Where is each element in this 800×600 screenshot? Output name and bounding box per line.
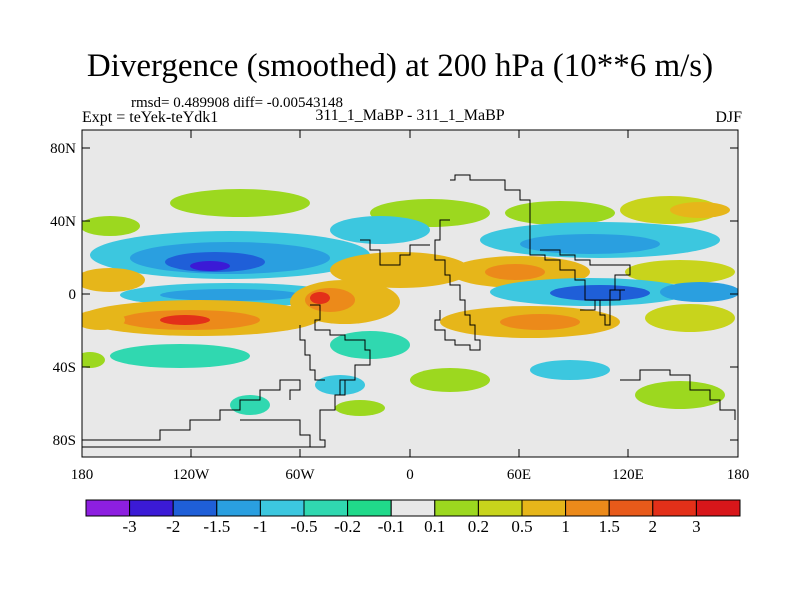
colorbar-label: -1 (253, 517, 268, 536)
colorbar-label: -0.2 (334, 517, 362, 536)
lat-label-40n: 40N (50, 214, 76, 230)
lon-label-180w: 180 (71, 467, 94, 483)
americas-outline (82, 304, 371, 448)
lon-label-60e: 60E (507, 467, 531, 483)
colorbar-swatch (521, 499, 567, 517)
stats-text: rmsd= 0.489908 diff= -0.00543148 (131, 95, 344, 111)
field-blob (110, 344, 250, 368)
north-america-outline (360, 239, 430, 266)
field-blob (310, 292, 330, 304)
comparison-label: 311_1_MaBP - 311_1_MaBP (315, 107, 505, 124)
field-blob (530, 360, 610, 380)
field-blob (520, 234, 660, 254)
colorbar-swatch (303, 499, 349, 517)
colorbar-swatch (259, 499, 305, 517)
colorbar-swatch (434, 499, 479, 517)
field-blob (635, 381, 725, 409)
colorbar-swatch (565, 499, 610, 517)
field-blob (330, 331, 410, 359)
antarctic-coast-outline (82, 379, 301, 441)
south-america-outline (335, 379, 345, 396)
field-blob (670, 202, 730, 218)
colorbar-swatch (390, 499, 436, 517)
field-blob (625, 260, 735, 284)
lon-label-180e: 180 (727, 467, 750, 483)
field-blob (485, 264, 545, 280)
field-blob (190, 261, 230, 271)
field-blob (550, 285, 650, 301)
field-blob (505, 201, 615, 225)
colorbar-swatch (652, 499, 697, 517)
lat-labels: 80N 40N 0 40S 80S (50, 141, 76, 449)
africa-europe-outline (450, 174, 631, 326)
colorbar-label: 0.1 (424, 517, 446, 536)
field-blob (500, 314, 580, 330)
experiment-label: Expt = teYek-teYdk1 (82, 109, 219, 126)
colorbar-label: -3 (122, 517, 137, 536)
colorbar-label: 2 (648, 517, 658, 536)
colorbar-label: 0.5 (511, 517, 533, 536)
field-blob (82, 268, 145, 292)
colorbar-swatch (477, 499, 523, 517)
field-blob (330, 252, 470, 288)
season-label: DJF (715, 109, 742, 126)
lon-label-0: 0 (406, 467, 414, 483)
lon-label-120e: 120E (612, 467, 644, 483)
colorbar-label: 1 (561, 517, 570, 536)
lat-label-80n: 80N (50, 141, 76, 157)
colorbar (85, 499, 741, 517)
africa-outline (434, 219, 481, 351)
field-blob (82, 310, 125, 330)
colorbar-label: -0.5 (290, 517, 318, 536)
central-america-outline (299, 325, 325, 381)
colorbar-swatch (347, 499, 392, 517)
colorbar-swatch (695, 499, 741, 517)
field-blob (160, 289, 300, 301)
field-blob (82, 216, 140, 236)
colorbar-swatch (85, 499, 131, 517)
plot-title: Divergence (smoothed) at 200 hPa (10**6 … (86, 48, 714, 84)
colorbar-label: 3 (692, 517, 701, 536)
field-blob (82, 352, 105, 368)
lat-label-0: 0 (69, 287, 77, 303)
colorbar-label: -2 (166, 517, 181, 536)
field-blob (660, 282, 738, 302)
lat-label-80s: 80S (53, 433, 76, 449)
field-blob (335, 400, 385, 416)
continent-outlines (82, 174, 736, 448)
lon-label-60w: 60W (285, 467, 315, 483)
lon-label-120w: 120W (173, 467, 211, 483)
colorbar-label: -1.5 (203, 517, 231, 536)
colorbar-label: 0.2 (467, 517, 490, 536)
field-blob (330, 216, 430, 244)
field-blob (160, 315, 210, 325)
field-blob (410, 368, 490, 392)
lon-labels: 180 120W 60W 0 60E 120E 180 (71, 467, 750, 483)
indonesia-outline (580, 289, 625, 311)
colorbar-swatch (172, 499, 218, 517)
colorbar-swatch (216, 499, 261, 517)
colorbar-label: -0.1 (377, 517, 405, 536)
south-polar-outline (240, 419, 311, 447)
divergence-field (82, 189, 738, 416)
field-blob (645, 304, 735, 332)
colorbar-swatch (129, 499, 174, 517)
colorbar-swatch (608, 499, 654, 517)
australia-outline (620, 369, 736, 420)
field-blob (170, 189, 310, 217)
lat-label-40s: 40S (53, 360, 76, 376)
axis-ticks (82, 130, 738, 457)
colorbar-label: 1.5 (598, 517, 620, 536)
field-blob (230, 395, 270, 415)
